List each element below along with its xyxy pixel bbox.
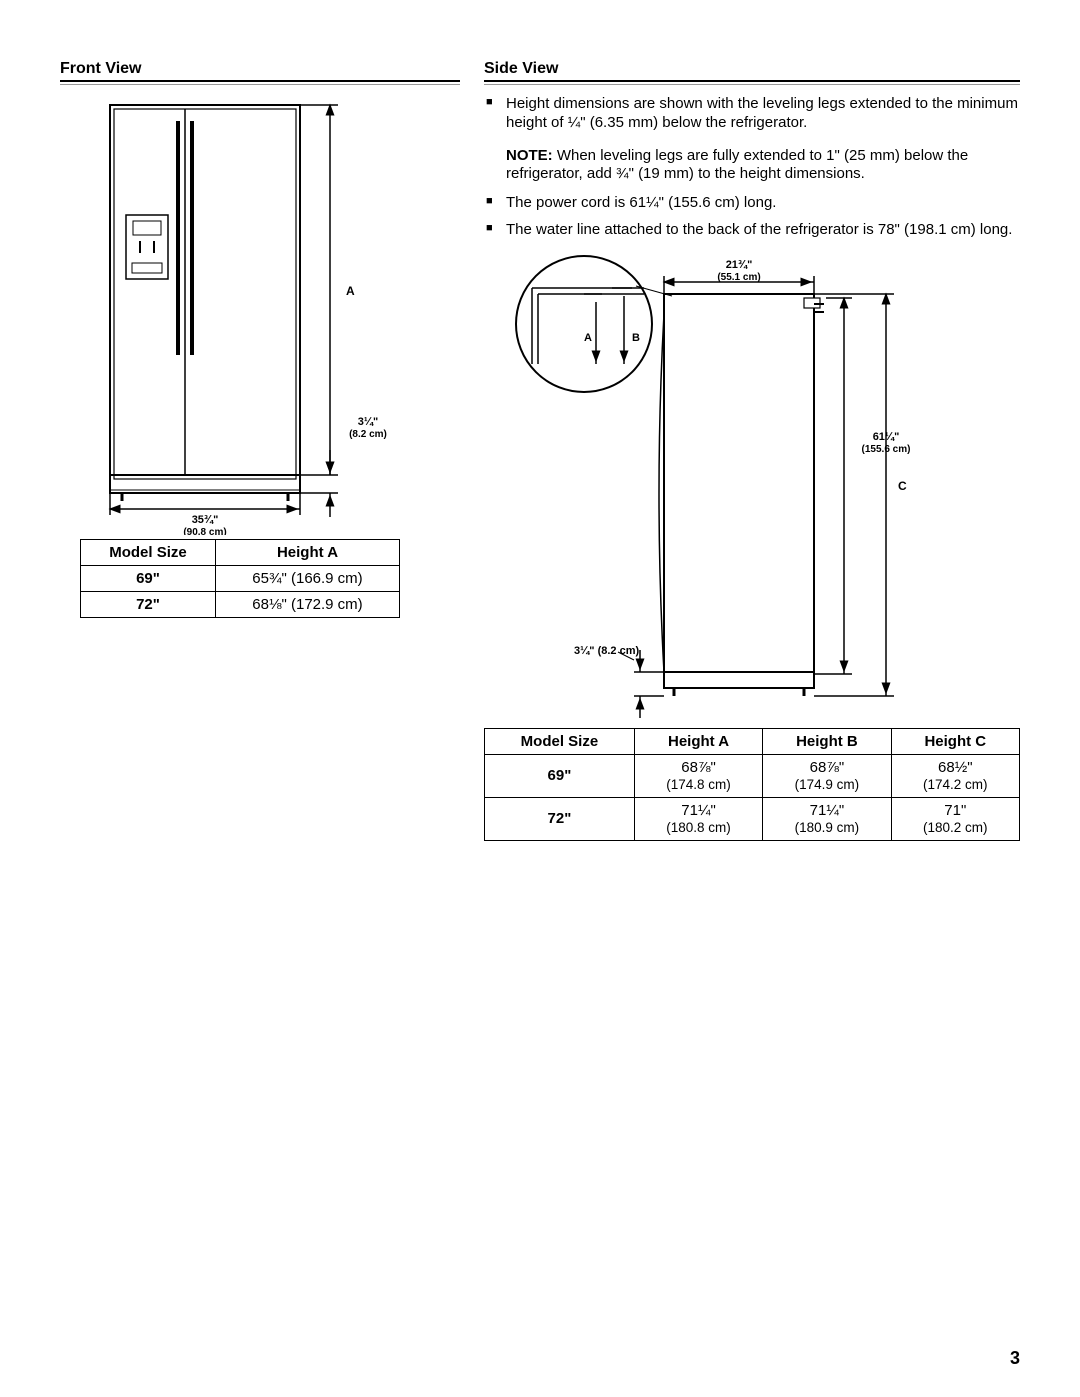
col-model-size: Model Size <box>485 728 635 754</box>
toe-kick-cm: (8.2 cm) <box>349 429 387 440</box>
table-row: 72" 68⅛" (172.9 cm) <box>81 592 400 618</box>
cell-b: 68⅞"(174.9 cm) <box>763 754 891 797</box>
notes-list-2: The power cord is 61¼" (155.6 cm) long. … <box>484 194 1020 240</box>
cell-model: 72" <box>485 797 635 840</box>
marker-a: A <box>584 332 592 344</box>
side-toe-kick: 3¼" (8.2 cm) <box>574 645 639 657</box>
list-item: Height dimensions are shown with the lev… <box>484 95 1020 133</box>
side-view-figure: A B 21¾" (55.1 cm) 61¼" <box>484 254 1020 728</box>
front-view-diagram: 35¾" (90.8 cm) A 3¼" (8.2 cm) <box>60 95 420 535</box>
list-item: The water line attached to the back of t… <box>484 221 1020 240</box>
cell-b: 71¼"(180.9 cm) <box>763 797 891 840</box>
cell-value: 65¾" (166.9 cm) <box>215 566 399 592</box>
col-height-a: Height A <box>215 540 399 566</box>
cell-a: 68⅞"(174.8 cm) <box>634 754 762 797</box>
note-label: NOTE: <box>506 147 553 164</box>
page-number: 3 <box>1010 1348 1020 1369</box>
width-label: 35¾" <box>192 514 219 526</box>
front-view-table: Model Size Height A 69" 65¾" (166.9 cm) … <box>80 539 400 618</box>
notes-list: Height dimensions are shown with the lev… <box>484 95 1020 133</box>
side-view-column: Side View Height dimensions are shown wi… <box>484 60 1020 841</box>
width-cm: (90.8 cm) <box>183 527 226 535</box>
depth21-label: 21¾" <box>726 259 753 271</box>
note-block: NOTE: When leveling legs are fully exten… <box>506 147 1020 185</box>
height-a-marker: A <box>346 284 355 298</box>
cell-model: 69" <box>81 566 216 592</box>
cell-a: 71¼"(180.8 cm) <box>634 797 762 840</box>
cell-c: 68½"(174.2 cm) <box>891 754 1019 797</box>
side-view-diagram: A B 21¾" (55.1 cm) 61¼" <box>484 254 944 724</box>
front-view-column: Front View <box>60 60 460 841</box>
table-row: 69" 68⅞"(174.8 cm) 68⅞"(174.9 cm) 68½"(1… <box>485 754 1020 797</box>
title-rule <box>484 84 1020 85</box>
table-header-row: Model Size Height A Height B Height C <box>485 728 1020 754</box>
cell-c: 71"(180.2 cm) <box>891 797 1019 840</box>
cell-model: 69" <box>485 754 635 797</box>
table-row: 69" 65¾" (166.9 cm) <box>81 566 400 592</box>
front-view-figure: 35¾" (90.8 cm) A 3¼" (8.2 cm) <box>60 95 460 539</box>
col-model-size: Model Size <box>81 540 216 566</box>
cell-value: 68⅛" (172.9 cm) <box>215 592 399 618</box>
table-header-row: Model Size Height A <box>81 540 400 566</box>
list-item: The power cord is 61¼" (155.6 cm) long. <box>484 194 1020 213</box>
front-view-title: Front View <box>60 60 460 82</box>
marker-c: C <box>898 479 907 493</box>
table-row: 72" 71¼"(180.8 cm) 71¼"(180.9 cm) 71"(18… <box>485 797 1020 840</box>
side-view-table: Model Size Height A Height B Height C 69… <box>484 728 1020 841</box>
col-height-a: Height A <box>634 728 762 754</box>
cell-model: 72" <box>81 592 216 618</box>
note-text: When leveling legs are fully extended to… <box>506 147 968 183</box>
depth21-cm: (55.1 cm) <box>717 272 760 283</box>
marker-b: B <box>632 332 640 344</box>
side-view-title: Side View <box>484 60 1020 82</box>
title-rule <box>60 84 460 85</box>
toe-kick-label: 3¼" <box>358 416 379 428</box>
col-height-c: Height C <box>891 728 1019 754</box>
col-height-b: Height B <box>763 728 891 754</box>
